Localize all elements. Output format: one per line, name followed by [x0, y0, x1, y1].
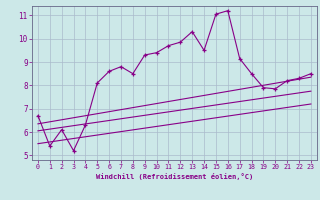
X-axis label: Windchill (Refroidissement éolien,°C): Windchill (Refroidissement éolien,°C): [96, 173, 253, 180]
